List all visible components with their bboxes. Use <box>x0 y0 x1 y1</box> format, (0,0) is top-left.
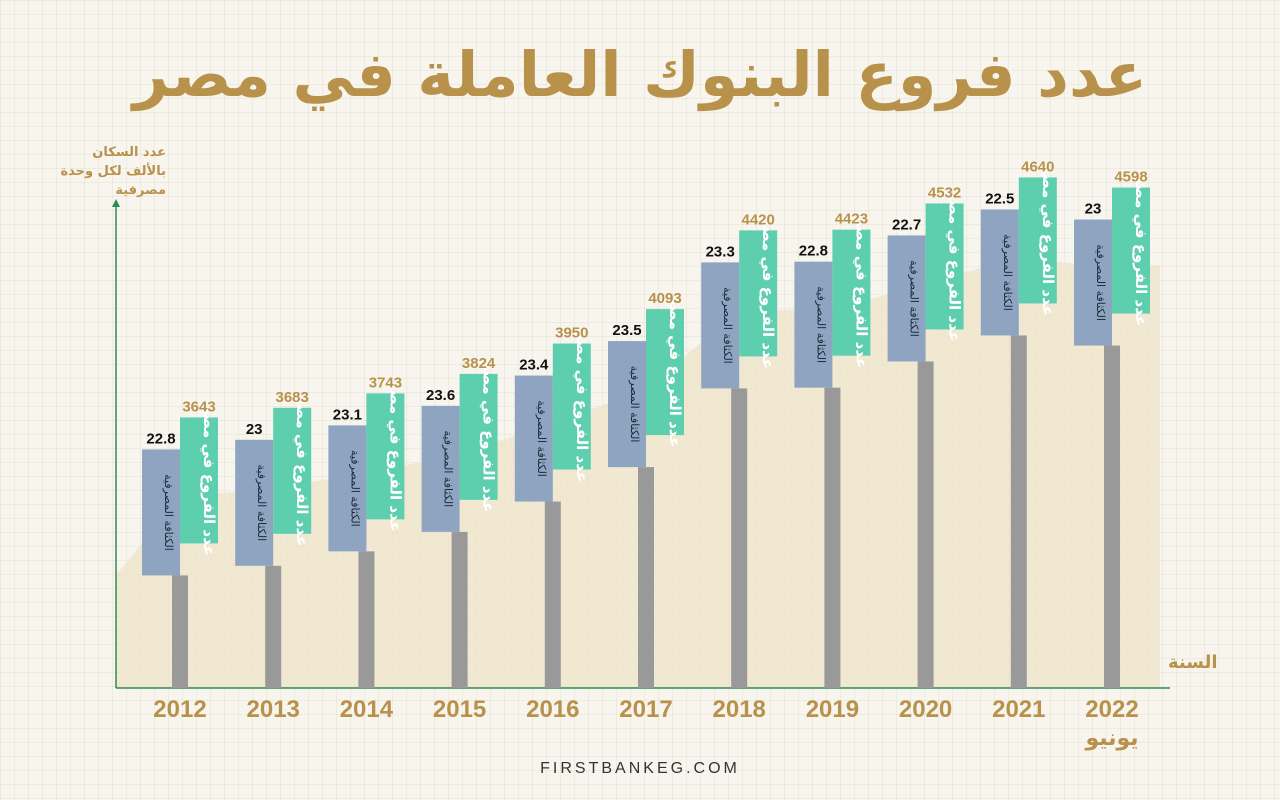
x-tick-label: 2020 <box>899 696 952 723</box>
density-block-label: الكثافة المصرفية <box>442 431 455 508</box>
branches-block <box>739 230 778 357</box>
bar-stem <box>1104 345 1120 688</box>
density-block-label: الكثافة المصرفية <box>535 400 548 477</box>
branches-block <box>925 203 964 330</box>
branches-value-label: 4532 <box>928 184 961 201</box>
bar-stem <box>731 388 748 688</box>
footer-website: FIRSTBANKEG.COM <box>540 760 740 777</box>
branches-block-label: عدد الفروع في مصر <box>200 404 218 556</box>
density-block <box>794 261 833 388</box>
x-tick-label: 2014 <box>340 696 394 723</box>
y-axis-label: عدد السكان بالألف لكل وحدة مصرفية <box>60 145 166 198</box>
density-block-label: الكثافة المصرفية <box>814 286 827 363</box>
density-value-label: 23 <box>246 421 263 438</box>
branches-block <box>646 309 684 436</box>
density-block-label: الكثافة المصرفية <box>162 474 175 551</box>
bar-stem <box>265 565 282 688</box>
bar-stem <box>917 361 934 688</box>
branches-value-label: 4640 <box>1021 158 1054 175</box>
bar-stem <box>638 467 654 688</box>
density-value-label: 23.5 <box>612 322 641 339</box>
x-tick-label: 2012 <box>153 696 206 723</box>
density-block-label: الكثافة المصرفية <box>1094 244 1107 321</box>
bar-stem <box>544 501 561 688</box>
chart-title: عدد فروع البنوك العاملة في مصر <box>132 38 1148 111</box>
density-block-label: الكثافة المصرفية <box>908 260 921 337</box>
branches-value-label: 4420 <box>742 211 775 228</box>
bar-stem <box>451 531 468 688</box>
density-block-label: الكثافة المصرفية <box>721 287 734 364</box>
y-axis-arrow <box>112 199 120 207</box>
branches-block-label: عدد الفروع في مصر <box>573 330 591 482</box>
density-block <box>235 439 274 566</box>
density-value-label: 23.1 <box>333 406 362 423</box>
x-tick-label: 2021 <box>992 696 1045 723</box>
branches-value-label: 4093 <box>648 290 681 307</box>
x-tick-label: 2022 <box>1085 696 1138 723</box>
branches-block <box>552 343 591 470</box>
bar-stem <box>172 575 188 688</box>
density-block <box>980 209 1019 336</box>
x-tick-label: 2013 <box>247 696 300 723</box>
branches-block <box>366 393 405 520</box>
density-value-label: 23.3 <box>706 243 735 260</box>
branches-block <box>459 373 498 500</box>
branches-block-label: عدد الفروع في مصر <box>480 360 498 512</box>
branches-block-label: عدد الفروع في مصر <box>386 380 404 532</box>
branches-block <box>273 407 312 534</box>
branches-value-label: 3824 <box>462 355 496 372</box>
branches-block-label: عدد الفروع في مصر <box>666 296 684 448</box>
density-block-label: الكثافة المصرفية <box>255 464 268 541</box>
branches-block-label: عدد الفروع في مصر <box>946 190 964 342</box>
branches-block <box>1018 177 1057 304</box>
branches-value-label: 3743 <box>369 374 402 391</box>
density-value-label: 23.6 <box>426 387 455 404</box>
x-axis-label: السنة <box>1168 652 1218 673</box>
density-block <box>1074 219 1112 346</box>
x-tick-label: 2018 <box>713 696 766 723</box>
density-value-label: 22.7 <box>892 216 921 233</box>
x-tick-label: 2019 <box>806 696 859 723</box>
branches-block <box>180 417 218 544</box>
branches-value-label: 3950 <box>555 325 588 342</box>
density-block-label: الكثافة المصرفية <box>348 450 361 527</box>
density-block <box>514 375 553 502</box>
bar-stem <box>824 387 841 688</box>
bar-stem <box>358 551 375 688</box>
density-block <box>608 341 646 468</box>
x-tick-label: 2017 <box>619 696 672 723</box>
density-block <box>421 405 460 532</box>
density-block-label: الكثافة المصرفية <box>1001 234 1014 311</box>
x-tick-label: 2015 <box>433 696 486 723</box>
density-value-label: 23.4 <box>519 357 549 374</box>
branches-block-label: عدد الفروع في مصر <box>1039 164 1057 316</box>
branches-block-label: عدد الفروع في مصر <box>759 217 777 369</box>
branches-value-label: 3683 <box>276 389 309 406</box>
density-value-label: 22.8 <box>799 243 828 260</box>
density-value-label: 22.8 <box>146 430 175 447</box>
density-value-label: 23 <box>1085 201 1102 218</box>
branches-value-label: 4598 <box>1114 169 1147 186</box>
branches-block-label: عدد الفروع في مصر <box>852 216 870 368</box>
bar-stem <box>1010 335 1027 688</box>
branches-value-label: 3643 <box>182 398 215 415</box>
x-tick-sublabel: يونيو <box>1084 726 1138 751</box>
branches-block-label: عدد الفروع في مصر <box>1132 174 1150 326</box>
branches-value-label: 4423 <box>835 211 868 228</box>
density-block-label: الكثافة المصرفية <box>628 366 641 443</box>
density-value-label: 22.5 <box>985 190 1014 207</box>
branches-block-label: عدد الفروع في مصر <box>293 394 311 546</box>
density-block <box>701 262 740 389</box>
x-tick-label: 2016 <box>526 696 579 723</box>
density-block <box>142 449 180 576</box>
density-block <box>887 235 926 362</box>
branches-block <box>1112 187 1150 314</box>
density-block <box>328 425 367 552</box>
branches-block <box>832 229 871 356</box>
